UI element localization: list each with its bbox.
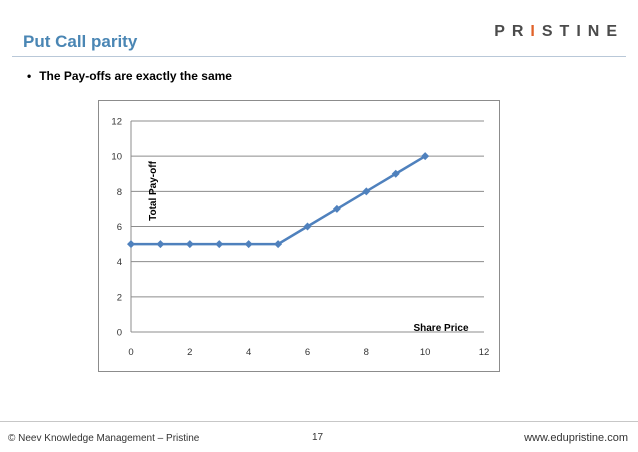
data-point-marker xyxy=(156,240,165,249)
x-tick-label: 0 xyxy=(128,347,133,358)
grid-lines xyxy=(131,120,484,298)
series-line xyxy=(131,155,426,246)
data-point-marker xyxy=(421,152,430,161)
pristine-logo: PRISTINE xyxy=(494,23,624,40)
x-tick-label: 8 xyxy=(364,347,369,358)
title-divider xyxy=(12,56,626,57)
page-title: Put Call parity xyxy=(23,32,138,51)
y-tick-label: 2 xyxy=(117,292,122,303)
x-tick-label: 4 xyxy=(246,347,251,358)
chart-container: 0 2 4 6 8 10 12 0 2 4 6 8 10 12 Total Pay-off Share … xyxy=(98,100,500,372)
data-point-marker xyxy=(362,187,371,196)
x-tick-label: 2 xyxy=(187,347,192,358)
x-axis-label: Share Price xyxy=(413,323,468,334)
y-tick-labels: 0 2 4 6 8 10 12 xyxy=(111,117,122,339)
data-point-marker xyxy=(215,240,224,249)
series-layer xyxy=(127,152,430,249)
payoff-chart: 0 2 4 6 8 10 12 0 2 4 6 8 10 12 Total Pay-off Share … xyxy=(111,117,489,359)
footer-website[interactable]: www.edupristine.com xyxy=(524,432,628,444)
y-tick-label: 4 xyxy=(117,257,122,268)
footer-divider xyxy=(0,421,638,422)
x-tick-label: 10 xyxy=(420,347,431,358)
page-number: 17 xyxy=(312,432,324,443)
y-axis-label: Total Pay-off xyxy=(148,160,159,220)
data-point-marker xyxy=(303,222,312,231)
x-tick-label: 6 xyxy=(305,347,310,358)
axis-lines xyxy=(130,121,484,333)
x-tick-label: 12 xyxy=(479,347,490,358)
y-tick-label: 0 xyxy=(117,328,122,339)
data-point-marker xyxy=(127,240,135,249)
y-tick-label: 8 xyxy=(117,187,122,198)
bullet-marker: • xyxy=(27,69,32,83)
data-point-marker xyxy=(244,240,253,249)
data-point-marker xyxy=(391,169,400,178)
footer-copyright: © Neev Knowledge Management – Pristine xyxy=(8,433,200,444)
bullet-point: • The Pay-offs are exactly the same xyxy=(27,69,232,83)
data-point-marker xyxy=(274,240,283,249)
bullet-text: The Pay-offs are exactly the same xyxy=(39,69,232,83)
y-tick-label: 10 xyxy=(111,152,122,163)
y-tick-label: 6 xyxy=(117,222,122,233)
data-point-marker xyxy=(332,204,341,213)
x-tick-labels: 0 2 4 6 8 10 12 xyxy=(128,347,489,358)
y-tick-label: 12 xyxy=(111,117,122,128)
data-point-marker xyxy=(185,240,194,249)
